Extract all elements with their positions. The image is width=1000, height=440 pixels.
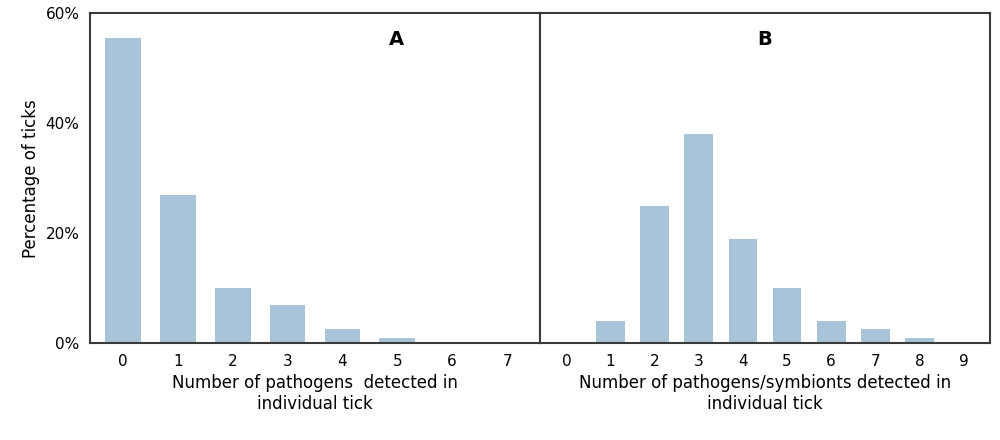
Bar [640,206,669,343]
Text: B: B [758,29,772,49]
Bar [684,134,713,343]
Y-axis label: Percentage of ticks: Percentage of ticks [22,99,40,257]
Bar [325,330,360,343]
Bar [729,238,757,343]
Bar [270,304,305,343]
Bar [817,321,846,343]
X-axis label: Number of pathogens/symbionts detected in
individual tick: Number of pathogens/symbionts detected i… [579,374,951,413]
Bar [215,288,251,343]
Bar [596,321,625,343]
Bar [379,338,415,343]
Bar [861,330,890,343]
Text: A: A [388,29,404,49]
Bar [905,338,934,343]
X-axis label: Number of pathogens  detected in
individual tick: Number of pathogens detected in individu… [172,374,458,413]
Bar [160,194,196,343]
Bar [105,38,141,343]
Bar [773,288,801,343]
